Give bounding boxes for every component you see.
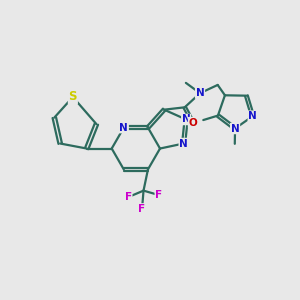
Text: N: N xyxy=(196,88,204,98)
Text: N: N xyxy=(182,115,190,124)
Text: F: F xyxy=(124,192,132,202)
Text: F: F xyxy=(139,204,145,214)
Text: F: F xyxy=(155,190,162,200)
Text: N: N xyxy=(231,124,239,134)
Text: S: S xyxy=(69,91,77,103)
Text: N: N xyxy=(248,111,257,121)
Text: O: O xyxy=(189,118,197,128)
Text: N: N xyxy=(119,123,128,133)
Text: N: N xyxy=(179,139,188,148)
